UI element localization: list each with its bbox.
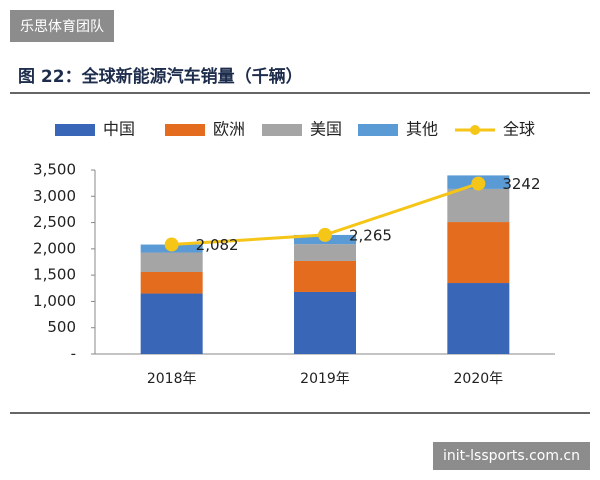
watermark: 乐思体育团队 bbox=[10, 10, 114, 42]
y-tick-label: 1,000 bbox=[33, 292, 76, 310]
data-label: 3242 bbox=[502, 175, 540, 193]
x-tick-label: 2018年 bbox=[147, 371, 197, 387]
legend-swatch bbox=[358, 124, 398, 136]
legend-label: 全球 bbox=[503, 120, 535, 139]
y-tick-label: - bbox=[71, 345, 76, 363]
data-label: 2,082 bbox=[196, 236, 239, 254]
y-tick-label: 3,000 bbox=[33, 187, 76, 205]
bar-segment bbox=[140, 271, 203, 294]
bar-segment bbox=[447, 188, 510, 223]
y-tick-label: 500 bbox=[47, 318, 76, 336]
line-marker bbox=[471, 176, 486, 191]
y-tick-label: 2,000 bbox=[33, 239, 76, 257]
legend-swatch bbox=[55, 124, 95, 136]
y-tick-label: 2,500 bbox=[33, 213, 76, 231]
chart-title: 图 22：全球新能源汽车销量（千辆） bbox=[18, 66, 303, 87]
legend-label: 欧洲 bbox=[213, 120, 245, 139]
bar-segment bbox=[140, 252, 203, 272]
x-tick-label: 2019年 bbox=[300, 371, 350, 387]
legend-label: 美国 bbox=[310, 120, 342, 139]
y-tick-label: 3,500 bbox=[33, 161, 76, 179]
line-marker bbox=[164, 237, 179, 252]
legend-swatch bbox=[262, 124, 302, 136]
bar-segment bbox=[447, 283, 510, 354]
x-tick-label: 2020年 bbox=[454, 371, 504, 387]
bar-segment bbox=[447, 222, 510, 284]
line-marker bbox=[318, 227, 332, 242]
legend-label: 中国 bbox=[103, 120, 135, 139]
legend-swatch bbox=[470, 125, 480, 135]
y-tick-label: 1,500 bbox=[33, 266, 76, 284]
bar-segment bbox=[294, 291, 356, 354]
legend-swatch bbox=[165, 124, 205, 136]
data-label: 2,265 bbox=[349, 226, 392, 244]
bar-segment bbox=[294, 244, 356, 261]
watermark: init-lssports.com.cn bbox=[432, 442, 590, 470]
bar-segment bbox=[140, 293, 203, 354]
legend-label: 其他 bbox=[406, 120, 438, 139]
bar-segment bbox=[294, 260, 356, 292]
